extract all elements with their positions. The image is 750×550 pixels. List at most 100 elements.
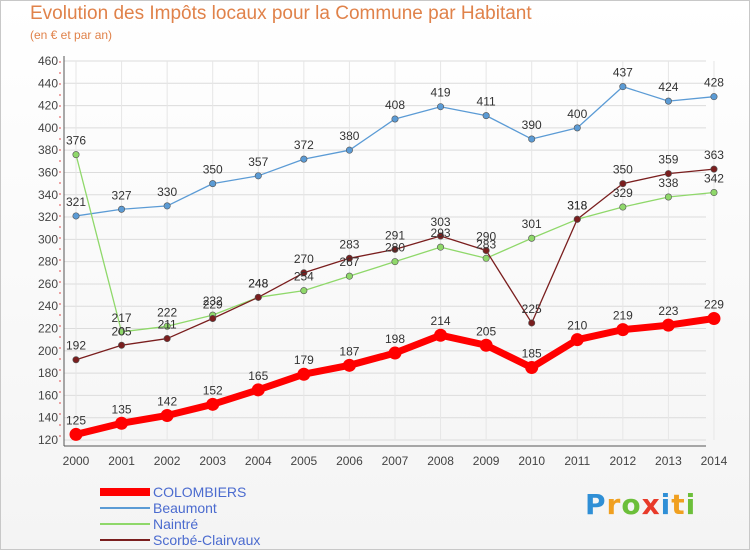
point-naintre-2005 xyxy=(300,287,308,295)
data-label-beaumont-2014: 428 xyxy=(704,76,724,90)
data-label-colombiers-2003: 152 xyxy=(203,383,223,397)
point-colombiers-2012 xyxy=(616,323,630,337)
point-scorbe-clairvaux-2010 xyxy=(528,319,536,327)
x-tick-label: 2013 xyxy=(655,454,682,468)
series-layer xyxy=(69,83,721,441)
x-tick-label: 2003 xyxy=(199,454,226,468)
data-label-scorbe-clairvaux-2009: 290 xyxy=(476,230,496,244)
x-tick-label: 2014 xyxy=(701,454,728,468)
point-scorbe-clairvaux-2004 xyxy=(254,293,262,301)
y-tick-label: 460 xyxy=(38,54,58,68)
data-label-beaumont-2004: 357 xyxy=(248,155,268,169)
x-tick-label: 2010 xyxy=(518,454,545,468)
point-beaumont-2007 xyxy=(391,115,399,123)
data-labels: 321 327 330 350 357 372 380 408 419 411 390 400 437 4… xyxy=(66,66,724,428)
point-naintre-2002 xyxy=(163,322,171,330)
data-label-naintre-2001: 217 xyxy=(112,311,132,325)
legend-label-beaumont: Beaumont xyxy=(153,500,217,516)
logo-letter: i xyxy=(660,488,672,521)
data-label-beaumont-2010: 390 xyxy=(522,118,542,132)
legend-label-naintre: Naintré xyxy=(153,516,199,532)
data-label-scorbe-clairvaux-2001: 205 xyxy=(112,324,132,338)
logo-letter: P xyxy=(585,488,607,521)
data-label-beaumont-2009: 411 xyxy=(477,95,496,109)
x-tick-label: 2009 xyxy=(473,454,500,468)
data-label-naintre-2005: 254 xyxy=(294,270,314,284)
x-tick-label: 2012 xyxy=(609,454,636,468)
point-colombiers-2014 xyxy=(707,311,721,325)
point-scorbe-clairvaux-2002 xyxy=(163,335,171,343)
point-colombiers-2002 xyxy=(160,408,174,422)
x-tick-label: 2008 xyxy=(427,454,454,468)
point-naintre-2001 xyxy=(118,328,126,336)
point-colombiers-2001 xyxy=(115,416,129,430)
data-label-beaumont-2013: 424 xyxy=(658,80,678,94)
point-colombiers-2005 xyxy=(297,367,311,381)
point-scorbe-clairvaux-2008 xyxy=(437,232,445,240)
point-colombiers-2006 xyxy=(342,358,356,372)
point-scorbe-clairvaux-2000 xyxy=(72,356,80,364)
legend-label-colombiers: COLOMBIERS xyxy=(153,484,247,500)
legend-item-colombiers: COLOMBIERS xyxy=(100,484,260,500)
point-naintre-2014 xyxy=(710,189,718,197)
point-beaumont-2003 xyxy=(209,180,217,188)
point-beaumont-2014 xyxy=(710,93,718,101)
point-naintre-2008 xyxy=(437,243,445,251)
y-tick-label: 180 xyxy=(38,366,58,380)
point-colombiers-2008 xyxy=(434,328,448,342)
y-tick-label: 440 xyxy=(38,76,58,90)
x-tick-label: 2005 xyxy=(290,454,317,468)
data-label-beaumont-2011: 400 xyxy=(567,107,587,121)
data-label-naintre-2011: 318 xyxy=(567,198,587,212)
data-label-scorbe-clairvaux-2006: 283 xyxy=(339,237,359,251)
data-label-naintre-2000: 376 xyxy=(66,134,86,148)
data-label-scorbe-clairvaux-2012: 350 xyxy=(613,163,633,177)
data-label-colombiers-2005: 179 xyxy=(294,353,314,367)
y-tick-label: 260 xyxy=(38,277,58,291)
point-beaumont-2009 xyxy=(482,112,490,120)
data-label-beaumont-2003: 350 xyxy=(203,163,223,177)
x-tick-label: 2000 xyxy=(63,454,90,468)
data-label-colombiers-2012: 219 xyxy=(613,309,633,323)
point-scorbe-clairvaux-2013 xyxy=(664,170,672,178)
data-label-naintre-2008: 293 xyxy=(431,226,451,240)
point-scorbe-clairvaux-2012 xyxy=(619,180,627,188)
point-beaumont-2002 xyxy=(163,202,171,210)
legend-item-scorbe-clairvaux: Scorbé-Clairvaux xyxy=(100,532,260,548)
point-colombiers-2013 xyxy=(661,318,675,332)
legend-label-scorbe-clairvaux: Scorbé-Clairvaux xyxy=(153,532,261,548)
legend-swatch-scorbe-clairvaux xyxy=(100,539,150,541)
y-tick-label: 120 xyxy=(38,433,58,447)
data-label-colombiers-2008: 214 xyxy=(431,314,451,328)
axes: 120 140 160 180 200 220 240 260 280 300 320 340 360 3… xyxy=(38,54,728,468)
y-tick-label: 400 xyxy=(38,121,58,135)
y-tick-label: 220 xyxy=(38,322,58,336)
data-label-colombiers-2002: 142 xyxy=(157,394,177,408)
point-beaumont-2005 xyxy=(300,155,308,163)
data-label-scorbe-clairvaux-2004: 248 xyxy=(248,276,268,290)
point-beaumont-2000 xyxy=(72,212,80,220)
data-label-beaumont-2002: 330 xyxy=(157,185,177,199)
data-label-scorbe-clairvaux-2002: 211 xyxy=(158,318,177,332)
legend-swatch-colombiers xyxy=(100,488,150,496)
data-label-beaumont-2005: 372 xyxy=(294,138,314,152)
logo-letter: i xyxy=(685,488,697,521)
data-label-scorbe-clairvaux-2010: 225 xyxy=(522,302,542,316)
y-tick-label: 380 xyxy=(38,143,58,157)
data-label-beaumont-2000: 321 xyxy=(66,195,86,209)
y-tick-label: 320 xyxy=(38,210,58,224)
point-naintre-2000 xyxy=(72,151,80,159)
logo-letter: r xyxy=(606,488,622,521)
data-label-beaumont-2007: 408 xyxy=(385,98,405,112)
point-scorbe-clairvaux-2006 xyxy=(345,254,353,262)
data-label-colombiers-2013: 223 xyxy=(658,304,678,318)
point-naintre-2009 xyxy=(482,254,490,262)
data-label-scorbe-clairvaux-2003: 229 xyxy=(203,297,223,311)
y-tick-label: 200 xyxy=(38,344,58,358)
data-label-scorbe-clairvaux-2008: 303 xyxy=(431,215,451,229)
legend-item-beaumont: Beaumont xyxy=(100,500,260,516)
point-beaumont-2008 xyxy=(437,103,445,111)
grid xyxy=(64,60,715,441)
